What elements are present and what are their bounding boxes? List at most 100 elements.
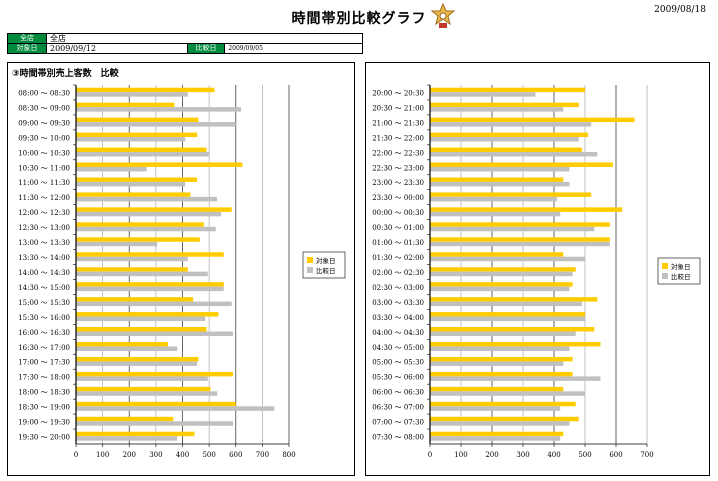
bar-compare [430,256,585,262]
bar-compare [76,92,188,97]
x-tick-label: 500 [202,451,215,459]
x-tick-label: 800 [282,451,295,459]
category-label: 20:30 ～ 21:00 [372,104,424,112]
category-label: 23:30 ～ 00:00 [372,194,424,202]
category-label: 09:00 ～ 09:30 [18,119,70,127]
category-label: 16:00 ～ 16:30 [18,329,70,337]
legend-swatch [662,263,668,269]
bar-compare [76,241,158,247]
bar-compare [76,181,186,187]
bar-compare [430,271,573,277]
bar-target [76,117,199,123]
bar-compare [76,391,218,396]
category-label: 15:00 ～ 15:30 [18,299,70,307]
category-label: 12:00 ～ 12:30 [18,209,70,217]
bar-compare [76,436,178,441]
category-label: 01:00 ～ 01:30 [372,239,424,247]
bar-target [430,327,595,332]
category-label: 07:30 ～ 08:00 [372,434,424,442]
bar-target [76,312,219,317]
category-label: 05:00 ～ 05:30 [372,359,424,367]
bar-target [76,327,207,332]
legend-swatch [307,267,313,273]
bar-target [76,162,243,167]
bar-target [430,207,623,212]
bar-compare [430,436,561,441]
bar-compare [76,376,208,381]
bar-compare [76,331,234,337]
bar-compare [430,122,592,127]
bar-compare [430,346,570,351]
bar-compare [76,256,188,262]
category-label: 05:30 ～ 06:00 [372,374,424,382]
target-date-label: 対象日 [7,43,47,54]
category-label: 18:00 ～ 18:30 [18,389,70,397]
bar-compare [76,286,224,292]
category-label: 17:00 ～ 17:30 [18,359,70,367]
bar-target [76,282,224,287]
category-label: 03:30 ～ 04:00 [372,314,424,322]
category-label: 13:00 ～ 13:30 [18,239,70,247]
compare-date-label: 比較日 [186,43,226,54]
x-tick-label: 600 [229,451,242,459]
bar-compare [76,301,232,307]
bar-target [76,177,198,182]
bar-target [76,87,215,93]
category-label: 17:30 ～ 18:00 [18,374,70,382]
bar-compare [430,316,585,322]
bar-compare [430,391,585,396]
bar-target [430,401,576,407]
bar-target [76,132,198,138]
bar-compare [76,406,275,411]
category-label: 14:30 ～ 15:00 [18,284,70,292]
category-label: 08:30 ～ 09:00 [18,104,70,112]
bar-target [430,102,579,108]
mascot-logo-icon [430,3,456,28]
bar-compare [430,152,598,157]
category-label: 12:30 ～ 13:00 [18,224,70,232]
bar-compare [76,211,222,217]
chart-frame [365,62,710,476]
legend-swatch [307,257,313,263]
bar-compare [430,137,579,142]
category-label: 11:30 ～ 12:00 [18,194,70,202]
bar-compare [76,271,208,277]
bar-target [430,297,598,302]
bar-target [430,237,610,242]
bar-compare [430,286,570,292]
bar-compare [430,166,570,172]
category-label: 10:30 ～ 11:00 [18,164,70,172]
category-label: 07:00 ～ 07:30 [372,419,424,427]
x-tick-label: 100 [454,451,467,459]
bar-compare [430,301,582,307]
bar-target [430,162,613,167]
bar-compare [76,152,210,157]
bar-target [76,267,188,272]
category-label: 00:30 ～ 01:00 [372,224,424,232]
bar-target [76,371,234,377]
filter-table: 全店 全店 対象日 2009/09/12 比較日 2009/09/05 [7,33,363,54]
category-label: 22:30 ～ 23:00 [372,164,424,172]
bar-compare [76,196,218,202]
category-label: 04:00 ～ 04:30 [372,329,424,337]
category-label: 00:00 ～ 00:30 [372,209,424,217]
bar-compare [76,137,186,142]
x-tick-label: 600 [609,451,622,459]
x-tick-label: 700 [256,451,269,459]
bar-compare [430,361,564,366]
bar-compare [76,361,198,366]
legend-label: 比較日 [316,266,336,275]
bar-target [430,282,573,287]
category-label: 20:00 ～ 20:30 [372,89,424,97]
category-label: 02:00 ～ 02:30 [372,269,424,277]
legend-label: 対象日 [316,256,336,265]
store-label: 全店 [7,33,47,44]
category-label: 01:30 ～ 02:00 [372,254,424,262]
bar-target [76,207,232,212]
category-label: 14:00 ～ 14:30 [18,269,70,277]
bar-target [76,102,175,108]
bar-compare [430,226,595,232]
category-label: 04:30 ～ 05:00 [372,344,424,352]
bar-target [76,386,211,392]
bar-compare [430,92,536,97]
